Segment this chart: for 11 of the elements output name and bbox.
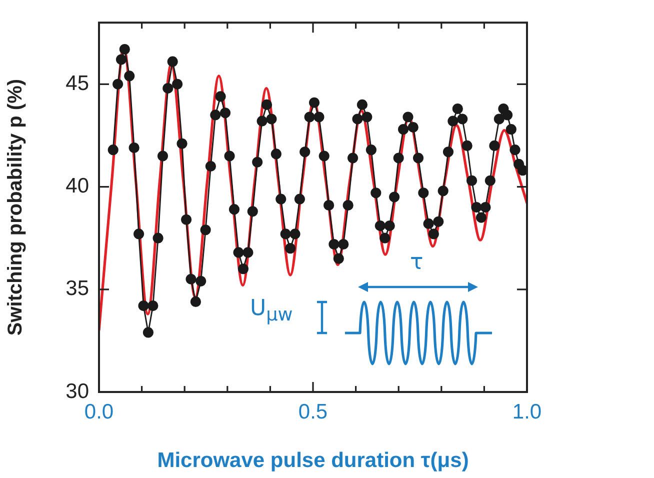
y-tick-label: 45 [66, 72, 89, 95]
y-tick-label: 30 [66, 380, 89, 403]
x-axis-title: Microwave pulse duration τ(μs) [157, 449, 469, 472]
x-tick-label: 0.0 [84, 400, 114, 424]
annotation: U$_{μw}$ [250, 296, 293, 328]
y-tick-label: 40 [66, 174, 89, 198]
y-tick-label: 35 [66, 277, 89, 300]
annotation: τ [410, 250, 424, 276]
x-tick-label: 0.5 [298, 400, 328, 424]
y-axis-title: Switching probability p (%) [4, 78, 27, 336]
x-tick-label: 1.0 [512, 400, 542, 424]
